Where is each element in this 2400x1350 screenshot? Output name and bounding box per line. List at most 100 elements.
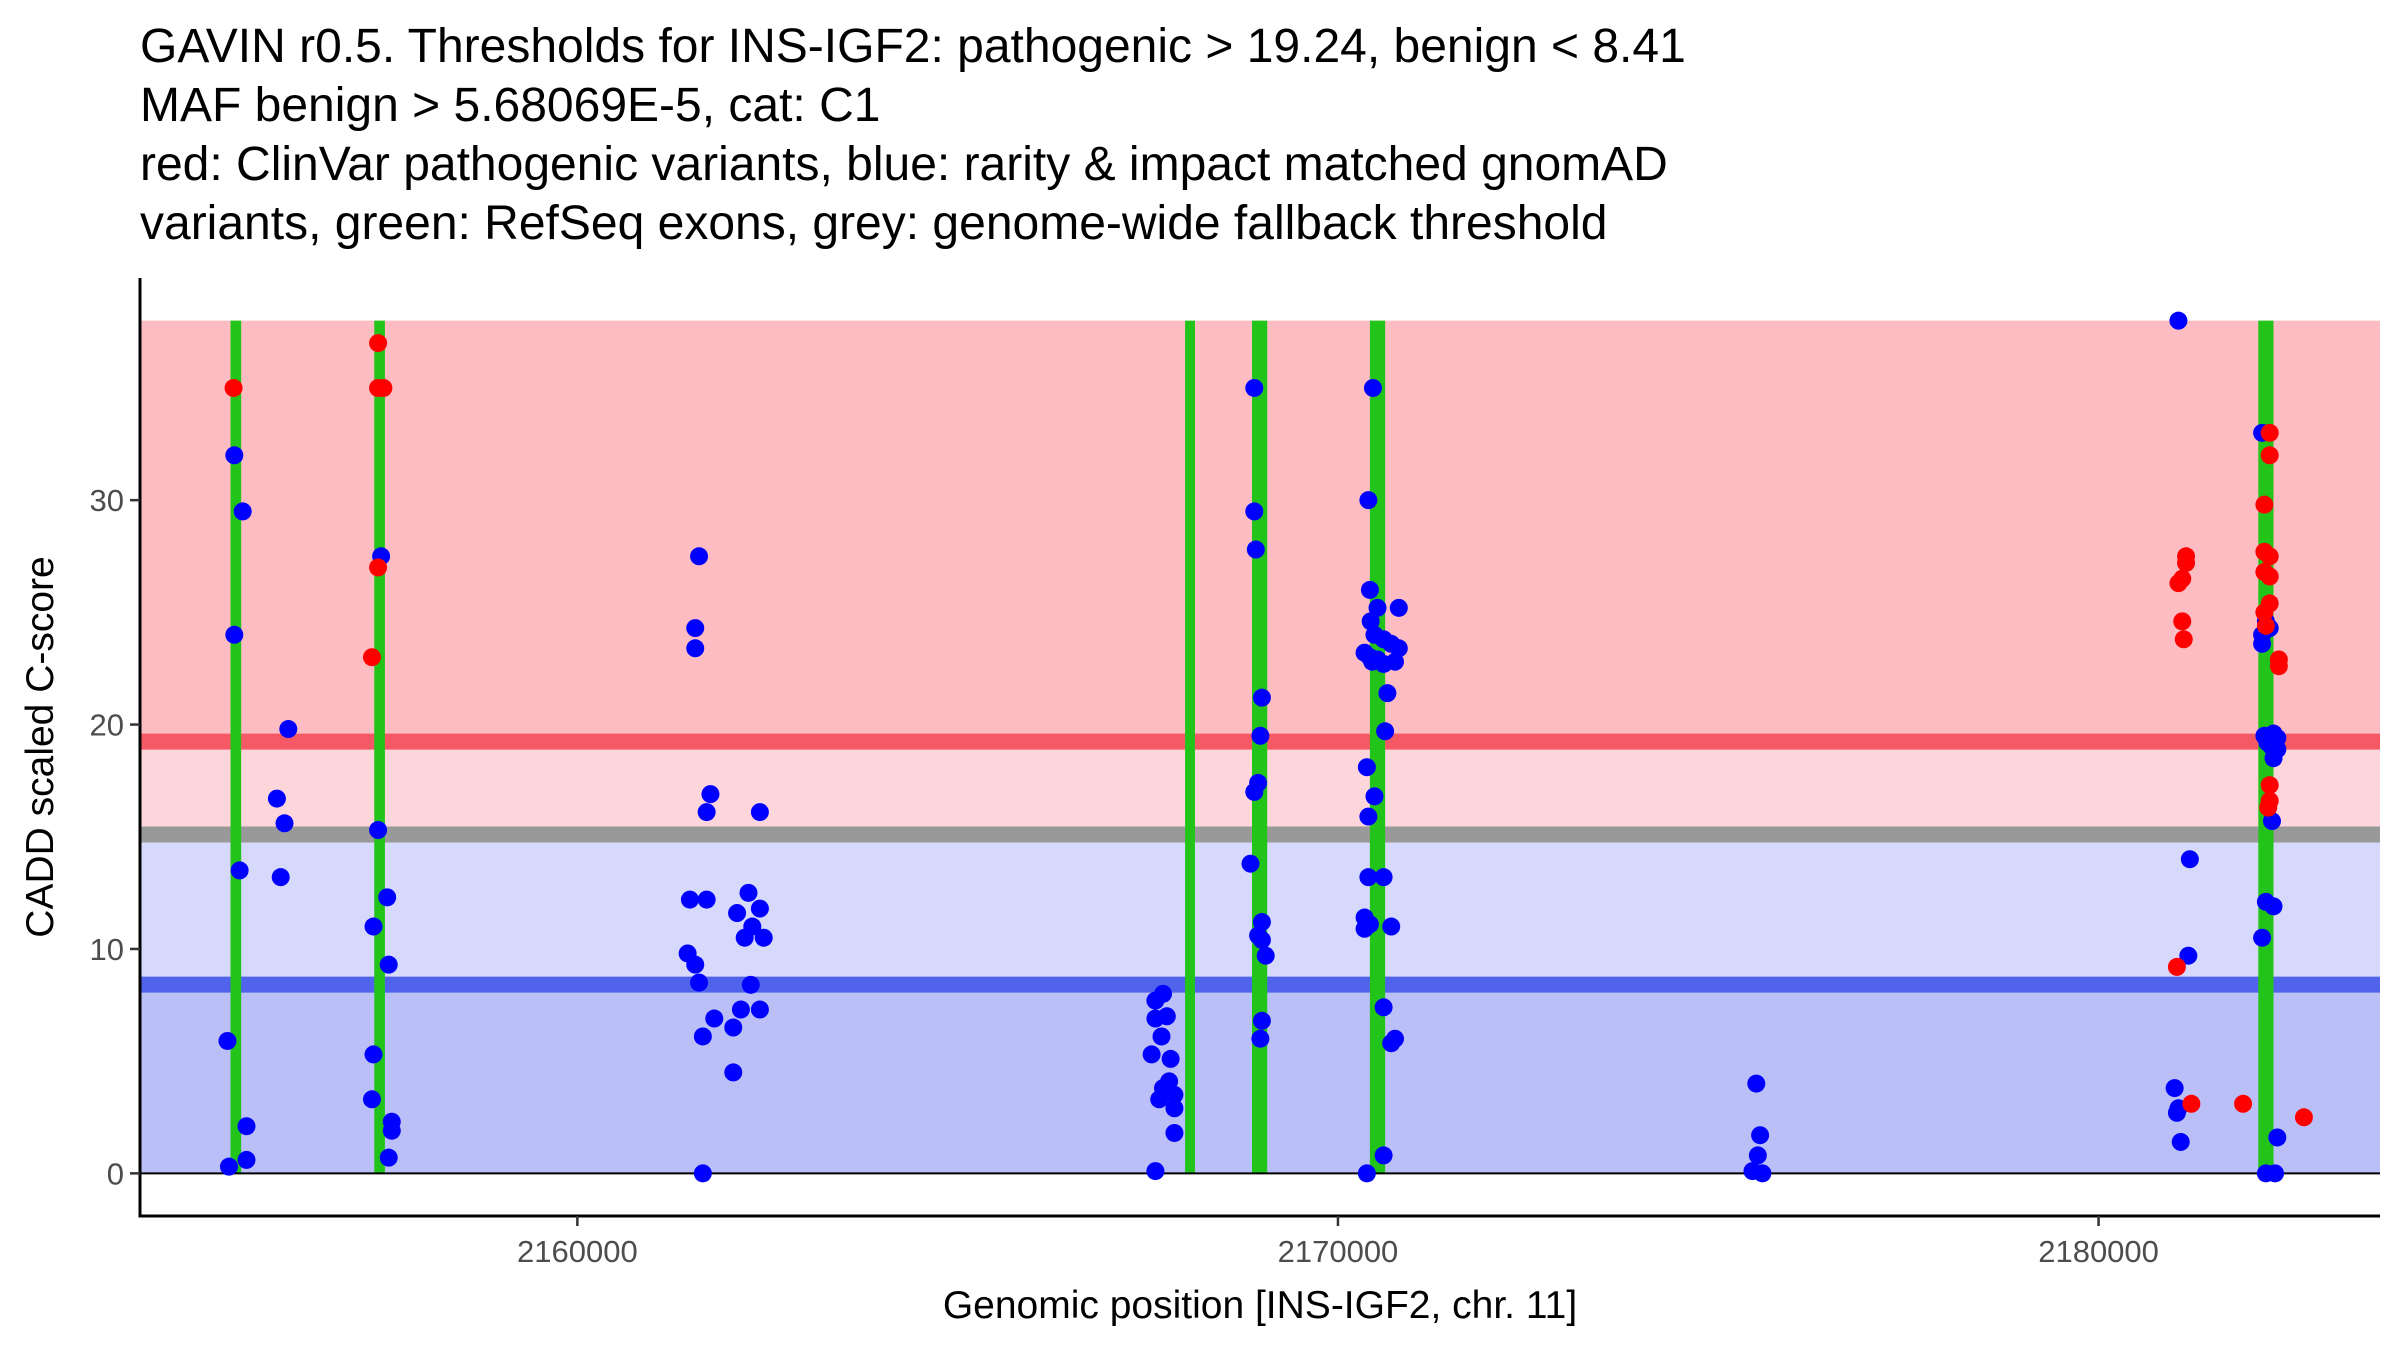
gnomad-benign-point — [1146, 991, 1165, 1010]
clinvar-pathogenic-point — [2234, 1094, 2253, 1113]
clinvar-pathogenic-point — [369, 558, 388, 577]
gnomad-benign-point — [750, 1000, 769, 1019]
gnomad-benign-point — [1245, 502, 1264, 521]
gnomad-benign-point — [690, 547, 709, 566]
gnomad-benign-point — [750, 899, 769, 918]
clinvar-pathogenic-point — [2260, 547, 2279, 566]
gnomad-benign-point — [275, 814, 294, 833]
gnomad-benign-point — [362, 1090, 381, 1109]
gnomad-benign-point — [697, 890, 716, 909]
gnomad-benign-point — [379, 1148, 398, 1167]
gnomad-benign-point — [219, 1157, 238, 1176]
gnomad-benign-point — [1374, 998, 1393, 1017]
gnomad-benign-point — [697, 803, 716, 822]
gnomad-benign-point — [1365, 787, 1384, 806]
gnomad-benign-point — [1357, 758, 1376, 777]
gnomad-benign-point — [1382, 917, 1401, 936]
gnomad-benign-point — [1252, 1011, 1271, 1030]
gnomad-benign-point — [1165, 1123, 1184, 1142]
gnomad-benign-point — [379, 955, 398, 974]
clinvar-pathogenic-point — [2260, 776, 2279, 795]
clinvar-pathogenic-point — [374, 378, 393, 397]
gnomad-benign-point — [2179, 946, 2198, 965]
gnomad-benign-point — [369, 821, 388, 840]
gnomad-benign-point — [2264, 749, 2283, 768]
y-tick-label: 20 — [90, 708, 124, 743]
exon-bar — [1369, 320, 1386, 1174]
gnomad-benign-point — [1389, 598, 1408, 617]
gnomad-benign-point — [279, 720, 298, 739]
gnomad-benign-point — [2266, 1164, 2285, 1183]
gnomad-benign-point — [680, 890, 699, 909]
clinvar-pathogenic-point — [2255, 495, 2274, 514]
gnomad-benign-point — [1368, 598, 1387, 617]
gnomad-benign-point — [364, 1045, 383, 1064]
y-tick-label: 30 — [90, 483, 124, 518]
gnomad-benign-point — [1157, 1007, 1176, 1026]
gnomad-benign-point — [2264, 897, 2283, 916]
gnomad-benign-point — [1252, 930, 1271, 949]
clinvar-pathogenic-point — [369, 334, 388, 353]
gnomad-benign-point — [1252, 688, 1271, 707]
gnomad-benign-point — [378, 888, 397, 907]
title-line-1: GAVIN r0.5. Thresholds for INS-IGF2: pat… — [140, 20, 1686, 73]
y-axis-title: CADD scaled C-score — [19, 556, 62, 937]
variant-points — [218, 311, 2313, 1183]
gnomad-benign-point — [271, 868, 290, 887]
gnomad-benign-point — [1251, 1029, 1270, 1048]
gnomad-benign-point — [2253, 634, 2272, 653]
gnomad-benign-point — [230, 861, 249, 880]
exon-bar — [230, 320, 242, 1174]
gnomad-benign-point — [739, 883, 758, 902]
clinvar-pathogenic-point — [2260, 567, 2279, 586]
gnomad-benign-point — [382, 1121, 401, 1140]
gnomad-benign-point — [2171, 1132, 2190, 1151]
gnomad-benign-point — [1142, 1045, 1161, 1064]
clinvar-pathogenic-point — [2177, 553, 2196, 572]
gnomad-benign-point — [686, 639, 705, 658]
gnomad-benign-point — [237, 1150, 256, 1169]
gnomad-benign-point — [754, 928, 773, 947]
gnomad-benign-point — [233, 502, 252, 521]
gnomad-benign-point — [693, 1027, 712, 1046]
title-line-3: red: ClinVar pathogenic variants, blue: … — [140, 138, 1668, 191]
gnomad-benign-point — [1382, 1034, 1401, 1053]
clinvar-pathogenic-point — [2173, 612, 2192, 631]
gnomad-benign-point — [1751, 1126, 1770, 1145]
gnomad-benign-point — [225, 625, 244, 644]
gnomad-benign-point — [724, 1063, 743, 1082]
x-tick-label: 2170000 — [1278, 1234, 1399, 1269]
x-tick-label: 2160000 — [517, 1234, 638, 1269]
gnomad-benign-point — [1241, 854, 1260, 873]
gnomad-benign-point — [2268, 1128, 2287, 1147]
gnomad-benign-point — [1747, 1074, 1766, 1093]
clinvar-pathogenic-point — [2174, 630, 2193, 649]
gnomad-benign-point — [1165, 1085, 1184, 1104]
x-tick-label: 2180000 — [2038, 1234, 2159, 1269]
gnomad-benign-point — [1245, 782, 1264, 801]
y-tick-label: 0 — [107, 1156, 124, 1191]
gnomad-benign-point — [701, 785, 720, 804]
gnomad-benign-point — [1357, 1164, 1376, 1183]
clinvar-pathogenic-point — [2182, 1094, 2201, 1113]
clinvar-pathogenic-point — [362, 648, 381, 667]
gnomad-benign-point — [1378, 684, 1397, 703]
clinvar-pathogenic-point — [2173, 569, 2192, 588]
clinvar-pathogenic-point — [2269, 657, 2288, 676]
gnomad-benign-point — [686, 955, 705, 974]
gnomad-benign-point — [728, 904, 747, 923]
gnomad-benign-point — [1359, 807, 1378, 826]
exon-bar — [374, 320, 385, 1174]
gnomad-benign-point — [1374, 1146, 1393, 1165]
gnomad-benign-point — [1355, 919, 1374, 938]
gnomad-benign-point — [750, 803, 769, 822]
gnomad-benign-point — [1359, 868, 1378, 887]
gnomad-benign-point — [731, 1000, 750, 1019]
gnomad-benign-point — [1374, 868, 1393, 887]
gnomad-benign-point — [1161, 1049, 1180, 1068]
gnomad-benign-point — [1165, 1099, 1184, 1118]
gnomad-benign-point — [1748, 1146, 1767, 1165]
gnomad-benign-point — [2167, 1103, 2186, 1122]
gnomad-benign-point — [225, 446, 244, 465]
